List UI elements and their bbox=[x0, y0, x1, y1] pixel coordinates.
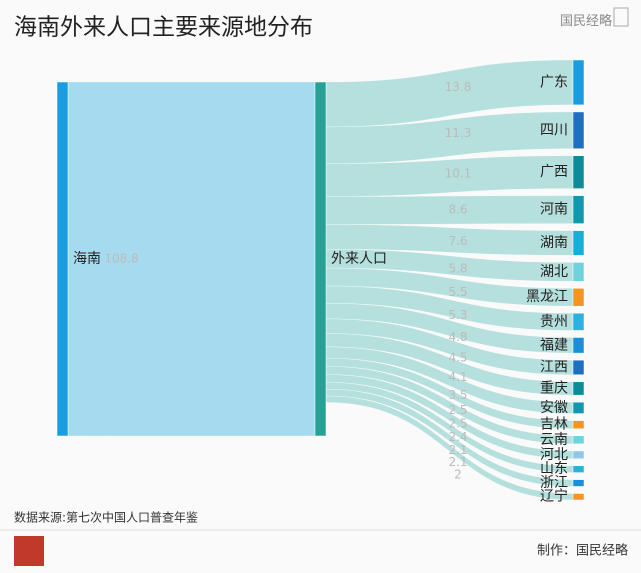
node bbox=[572, 337, 585, 354]
node bbox=[572, 59, 585, 106]
link-value-label: 2 bbox=[454, 467, 462, 481]
node bbox=[572, 262, 585, 282]
node-label: 四川 bbox=[540, 122, 568, 138]
node bbox=[572, 401, 585, 414]
logo-icon bbox=[613, 7, 629, 27]
node-label: 外来人口 bbox=[331, 251, 387, 267]
link-value-label: 2.5 bbox=[448, 403, 467, 417]
node bbox=[572, 359, 585, 376]
link-value-label: 10.1 bbox=[445, 166, 472, 180]
source-note: 数据来源:第七次中国人口普查年鉴 bbox=[14, 510, 198, 525]
node-label: 重庆 bbox=[540, 380, 568, 396]
node-label: 山东 bbox=[540, 461, 568, 477]
node-label: 黑龙江 bbox=[526, 289, 568, 305]
credit: 制作：国民经略 bbox=[537, 543, 628, 559]
node-label: 福建 bbox=[540, 337, 568, 353]
link-value-label: 13.8 bbox=[445, 80, 472, 94]
link-value-label: 5.3 bbox=[448, 308, 467, 322]
link-value-label: 5.5 bbox=[448, 285, 467, 299]
node-label: 浙江 bbox=[540, 475, 568, 491]
footer-logo bbox=[14, 536, 44, 566]
node bbox=[572, 230, 585, 256]
node-label: 湖南 bbox=[540, 235, 568, 251]
node bbox=[572, 493, 585, 501]
node bbox=[572, 155, 585, 189]
node-label: 海南 bbox=[73, 251, 101, 267]
link-value-label: 7.6 bbox=[448, 234, 467, 248]
logo: 国民经略 bbox=[560, 13, 612, 28]
link-value-label: 3.5 bbox=[448, 388, 467, 402]
link-value-label: 5.8 bbox=[448, 261, 467, 275]
node-label: 广东 bbox=[540, 74, 568, 90]
node bbox=[572, 450, 585, 459]
node bbox=[572, 420, 585, 429]
node bbox=[56, 81, 69, 437]
node-label: 吉林 bbox=[540, 417, 568, 433]
node bbox=[572, 479, 585, 487]
node-label: 辽宁 bbox=[540, 488, 568, 505]
node-label: 广西 bbox=[540, 164, 568, 180]
node-label: 江西 bbox=[540, 359, 568, 375]
node-label: 贵州 bbox=[540, 314, 568, 330]
node-label: 河南 bbox=[540, 202, 568, 218]
node bbox=[572, 288, 585, 307]
node-label: 云南 bbox=[540, 432, 568, 448]
link-value-label: 4.8 bbox=[448, 330, 467, 344]
node-label: 湖北 bbox=[540, 264, 568, 280]
link-value-label: 2.5 bbox=[448, 417, 467, 431]
node-label: 安徽 bbox=[540, 400, 568, 416]
node bbox=[314, 81, 327, 437]
node bbox=[572, 312, 585, 331]
link-value-label: 4.1 bbox=[448, 370, 467, 384]
link-value-label: 4.5 bbox=[448, 351, 467, 365]
node bbox=[572, 435, 585, 445]
link-value-label: 11.3 bbox=[445, 126, 472, 140]
node bbox=[572, 195, 585, 224]
link-value-label: 2.1 bbox=[448, 443, 467, 457]
node bbox=[572, 111, 585, 149]
link-value-label: 108.8 bbox=[104, 252, 138, 266]
node-label: 河北 bbox=[540, 447, 568, 463]
link-value-label: 2.1 bbox=[448, 455, 467, 469]
chart-title: 海南外来人口主要来源地分布 bbox=[14, 15, 313, 41]
link-value-label: 8.6 bbox=[448, 202, 467, 216]
node bbox=[572, 381, 585, 396]
node bbox=[572, 465, 585, 473]
link-value-label: 2.4 bbox=[448, 430, 467, 444]
